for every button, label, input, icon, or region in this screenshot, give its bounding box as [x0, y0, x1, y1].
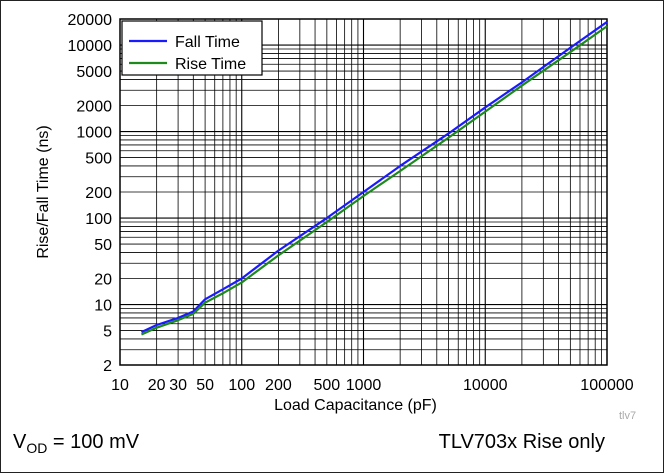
- x-tick-label: 100000: [580, 377, 633, 394]
- y-tick-label: 20: [94, 272, 112, 289]
- x-tick-label: 10000: [463, 377, 508, 394]
- y-tick-label: 1000: [76, 125, 112, 142]
- x-axis-label: Load Capacitance (pF): [274, 397, 437, 414]
- legend-box: [121, 20, 263, 76]
- y-tick-label: 5000: [76, 64, 112, 81]
- x-tick-label: 30: [169, 377, 187, 394]
- x-tick-label: 500: [313, 377, 340, 394]
- x-tick-label: 100: [228, 377, 255, 394]
- y-tick-label: 20000: [68, 12, 113, 29]
- chart: 10 20 30 50 100 200 500 1000 10000 10000025102050…: [35, 12, 636, 422]
- condition-note: VOD = 100 mV: [13, 431, 139, 456]
- legend-label: Fall Time: [175, 34, 240, 51]
- y-tick-label: 100: [85, 211, 112, 228]
- x-tick-label: 200: [265, 377, 292, 394]
- y-tick-label: 2000: [76, 99, 112, 116]
- plot-frame: [119, 18, 608, 366]
- y-tick-label: 200: [85, 185, 112, 202]
- series-line-rise-time: [140, 25, 608, 336]
- y-tick-label: 2: [103, 358, 112, 375]
- condition-subscript: OD: [26, 440, 48, 456]
- condition-value: = 100 mV: [47, 431, 140, 453]
- x-tick-label: 50: [196, 377, 214, 394]
- y-tick-label: 10: [94, 298, 112, 315]
- y-axis-label: Rise/Fall Time (ns): [35, 125, 52, 258]
- y-tick-label: 5: [103, 324, 112, 341]
- figure-id: tlv7: [619, 410, 636, 422]
- y-tick-label: 10000: [68, 38, 113, 55]
- condition-prefix: V: [13, 431, 27, 453]
- series-line-fall-time: [140, 21, 608, 334]
- x-tick-label: 1000: [346, 377, 382, 394]
- x-tick-label: 10: [111, 377, 129, 394]
- x-tick-label: 20: [148, 377, 166, 394]
- y-tick-label: 500: [85, 151, 112, 168]
- legend-label: Rise Time: [175, 56, 246, 73]
- y-tick-label: 50: [94, 237, 112, 254]
- device-note: TLV703x Rise only: [438, 431, 605, 453]
